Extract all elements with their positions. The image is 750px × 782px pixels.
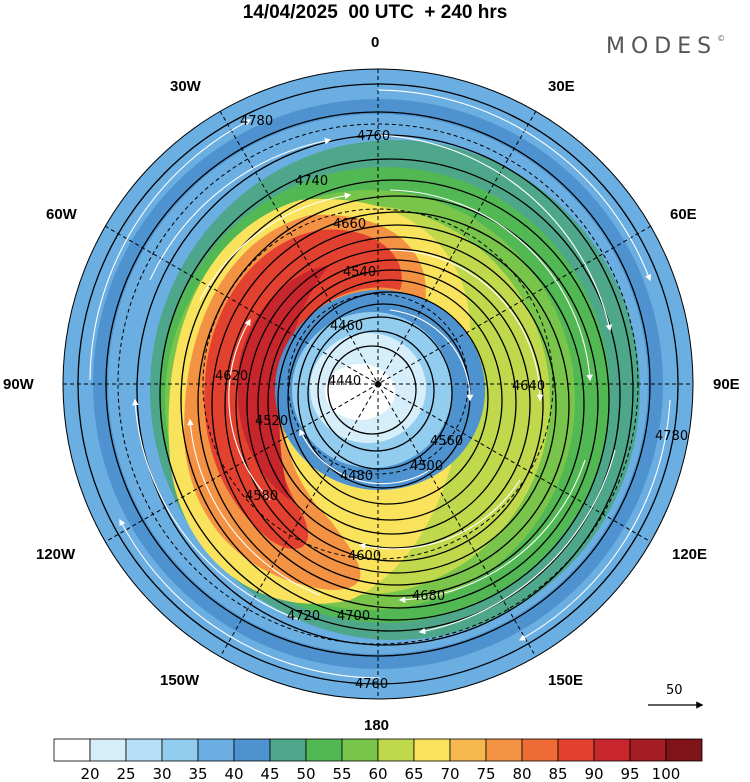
colorbar-swatch (413, 738, 451, 762)
colorbar-tick-label: 70 (440, 765, 459, 782)
shade-jet-95 (237, 265, 330, 500)
reference-vector-value: 50 (666, 683, 683, 698)
lon-label-120e: 120E (672, 546, 708, 563)
contour-label: 4620 (215, 369, 248, 384)
lon-label-60e: 60E (670, 206, 697, 223)
colorbar-tick-label: 85 (548, 765, 567, 782)
brand-logo: MODES© (606, 34, 725, 59)
colorbar-swatch (161, 738, 199, 762)
contour-label-group: 4440 4460 4480 4500 4520 4540 4560 4580 … (215, 114, 688, 692)
contour-label: 4700 (337, 609, 370, 624)
colorbar: 20 25 30 35 40 45 50 55 60 65 70 75 80 85 90 95 100 (53, 738, 703, 782)
contour-label: 4680 (412, 589, 445, 604)
colorbar-tick-label: 45 (260, 765, 279, 782)
contour-label: 4760 (355, 677, 388, 692)
contour-label: 4740 (295, 174, 328, 189)
colorbar-swatch (89, 738, 127, 762)
lon-label-180: 180 (364, 717, 390, 734)
colorbar-swatch (521, 738, 559, 762)
colorbar-swatch (629, 738, 667, 762)
contour-label: 4760 (357, 129, 390, 144)
brand-name: MODES (606, 34, 718, 59)
copyright-mark: © (717, 34, 726, 43)
lon-label-90e: 90E (713, 376, 740, 393)
colorbar-swatch (53, 738, 91, 762)
colorbar-swatch (305, 738, 343, 762)
colorbar-swatch (341, 738, 379, 762)
colorbar-tick-label: 75 (476, 765, 495, 782)
colorbar-swatch (557, 738, 595, 762)
colorbar-tick-label: 60 (368, 765, 387, 782)
colorbar-tick-label: 40 (224, 765, 243, 782)
contour-label: 4520 (255, 414, 288, 429)
map-title: 14/04/2025 00 UTC + 240 hrs (242, 2, 508, 23)
contour-label: 4780 (240, 114, 273, 129)
colorbar-swatch (485, 738, 523, 762)
pole-marker (375, 381, 381, 387)
contour-label: 4460 (330, 319, 363, 334)
contour-label: 4600 (348, 549, 381, 564)
lon-label-0: 0 (371, 34, 380, 51)
lon-label-120w: 120W (36, 546, 76, 563)
contour-label: 4660 (333, 217, 366, 232)
contour-label: 4580 (245, 489, 278, 504)
lon-label-90w: 90W (3, 376, 34, 393)
contour-label: 4560 (430, 434, 463, 449)
lon-label-150e: 150E (548, 672, 584, 689)
colorbar-tick-label: 35 (188, 765, 207, 782)
shade-jet-90 (204, 229, 402, 549)
wind-streamlines (89, 89, 671, 679)
contour-label: 4480 (340, 469, 373, 484)
lon-label-150w: 150W (160, 672, 200, 689)
colorbar-swatch (377, 738, 415, 762)
colorbar-tick-label: 50 (296, 765, 315, 782)
colorbar-tick-label: 100 (652, 765, 681, 782)
colorbar-swatch (665, 738, 703, 762)
contour-label: 4780 (655, 429, 688, 444)
contour-label: 4720 (287, 609, 320, 624)
colorbar-tick-label: 55 (332, 765, 351, 782)
colorbar-tick-label: 20 (80, 765, 99, 782)
map-boundary (62, 68, 694, 700)
lon-label-60w: 60W (46, 206, 77, 223)
colorbar-tick-label: 65 (404, 765, 423, 782)
contour-label: 4540 (343, 265, 376, 280)
colorbar-tick-label: 30 (152, 765, 171, 782)
colorbar-tick-label: 25 (116, 765, 135, 782)
colorbar-swatch (593, 738, 631, 762)
colorbar-swatch (269, 738, 307, 762)
colorbar-tick-label: 90 (584, 765, 603, 782)
colorbar-tick-label: 80 (512, 765, 531, 782)
colorbar-swatch (125, 738, 163, 762)
colorbar-swatch (197, 738, 235, 762)
contour-label: 4500 (410, 459, 443, 474)
colorbar-tick-label: 95 (620, 765, 639, 782)
colorbar-swatch (449, 738, 487, 762)
lon-label-30e: 30E (548, 78, 575, 95)
colorbar-swatch (233, 738, 271, 762)
contour-label: 4440 (328, 374, 361, 389)
contour-label: 4640 (512, 379, 545, 394)
lon-label-30w: 30W (170, 78, 201, 95)
